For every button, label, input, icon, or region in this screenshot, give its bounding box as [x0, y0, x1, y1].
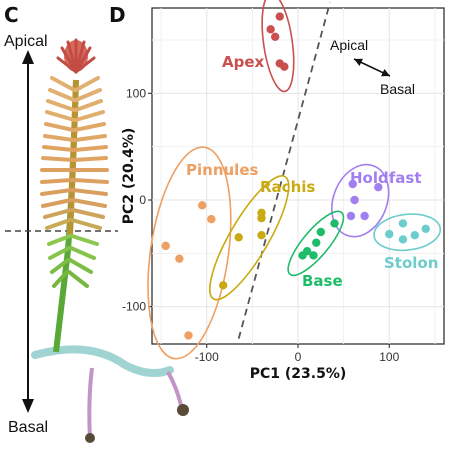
y-axis-title: PC2 (20.4%): [121, 128, 137, 225]
group-base: Base: [287, 210, 345, 290]
axis-ticks: -100 0 100 -100 0 100: [122, 86, 400, 364]
y-tick-label: -100: [122, 300, 146, 314]
point-holdfast: [346, 211, 356, 221]
point-pinnules: [207, 215, 216, 224]
arrow-label-apical: Apical: [330, 37, 368, 53]
y-tick-label: 100: [126, 86, 146, 100]
point-base: [330, 219, 339, 228]
point-base: [298, 251, 307, 260]
point-rachis: [257, 213, 266, 223]
x-tick-label: 0: [295, 350, 302, 364]
y-tick-label: 0: [139, 193, 146, 207]
point-holdfast: [350, 195, 359, 205]
group-holdfast: Holdfast: [331, 163, 421, 238]
point-apex: [266, 25, 275, 34]
label-stolon: Stolon: [384, 254, 438, 272]
point-stolon: [410, 231, 419, 240]
label-pinnules: Pinnules: [186, 161, 258, 179]
point-apex: [270, 32, 280, 41]
point-pinnules: [197, 201, 207, 210]
ellipse-stolon: [373, 213, 442, 252]
dashed-separator: [237, 2, 331, 339]
point-pinnules: [175, 254, 184, 263]
arrowhead-apical: [354, 58, 363, 67]
point-pinnules: [184, 331, 193, 340]
label-holdfast: Holdfast: [350, 169, 421, 187]
basal-label: Basal: [8, 419, 48, 436]
divider-line: [237, 2, 331, 339]
x-tick-label: -100: [195, 350, 219, 364]
group-rachis: Rachis: [209, 175, 315, 301]
x-axis-title: PC1 (23.5%): [250, 366, 347, 382]
point-rachis: [257, 231, 266, 240]
point-apex: [275, 12, 284, 21]
point-holdfast: [374, 183, 383, 192]
arrowhead-basal: [381, 68, 390, 77]
point-base: [312, 238, 321, 247]
arrow-label-basal: Basal: [380, 81, 415, 97]
group-pinnules: Pinnules: [147, 146, 258, 360]
label-base: Base: [302, 272, 343, 290]
apical-label: Apical: [4, 33, 48, 50]
kelp-apex-illustration: [56, 38, 96, 74]
point-apex: [280, 62, 289, 71]
panel-c-letter: C: [4, 3, 19, 27]
point-stolon: [421, 224, 430, 233]
panel-d-letter: D: [109, 3, 126, 27]
point-stolon: [398, 219, 408, 228]
label-rachis: Rachis: [260, 178, 315, 196]
kelp-pinnules-illustration: [40, 76, 109, 288]
ellipse-base: [287, 210, 345, 277]
label-apex: Apex: [222, 53, 265, 71]
point-base: [309, 251, 318, 260]
point-holdfast: [360, 211, 369, 221]
direction-arrow: Apical Basal: [330, 37, 415, 97]
panel-c: C Apical Basal: [4, 3, 189, 443]
point-holdfast: [348, 179, 357, 189]
point-stolon: [398, 235, 408, 244]
point-stolon: [385, 229, 394, 239]
point-rachis: [234, 233, 243, 242]
point-pinnules: [161, 241, 170, 251]
ellipse-holdfast: [331, 163, 390, 238]
group-apex: Apex: [222, 0, 295, 93]
ellipse-apex: [261, 0, 295, 93]
point-base: [316, 227, 326, 237]
group-stolon: Stolon: [373, 213, 442, 272]
ellipse-pinnules: [147, 146, 232, 360]
point-rachis: [218, 281, 228, 290]
ellipse-rachis: [209, 175, 290, 301]
kelp-stolon-illustration: [31, 345, 189, 443]
x-tick-label: 100: [379, 350, 399, 364]
